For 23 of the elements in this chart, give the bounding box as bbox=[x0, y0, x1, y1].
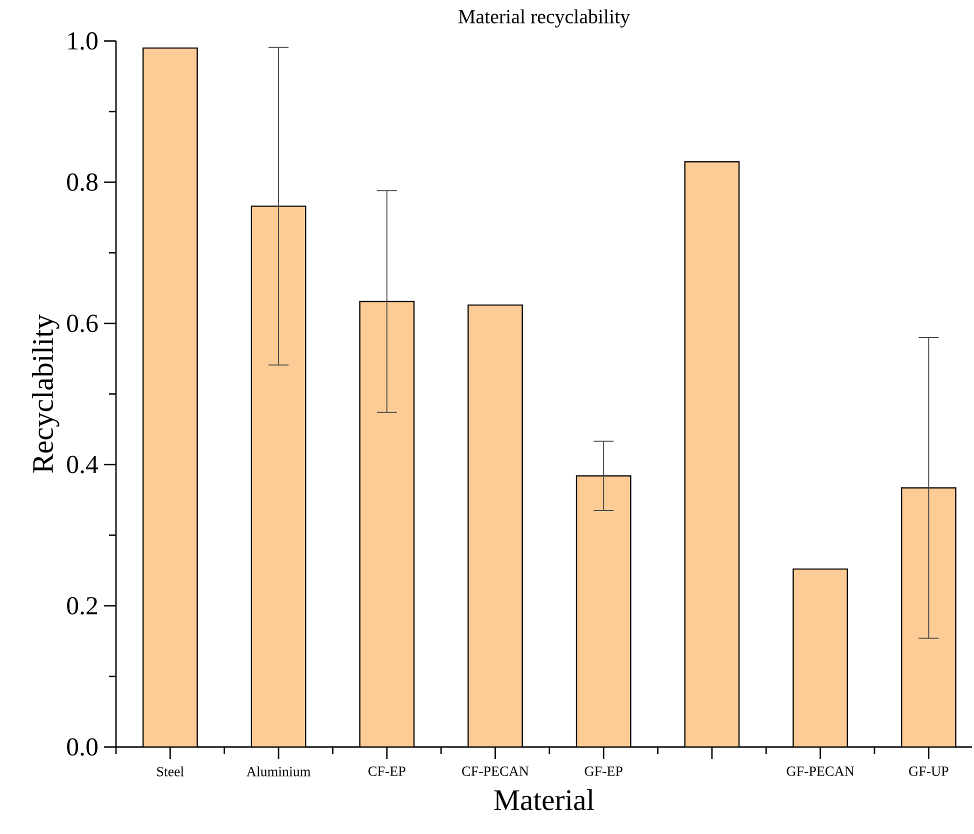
x-tick-label: GF-UP bbox=[909, 766, 948, 776]
x-tick-label: GF-EP bbox=[584, 766, 622, 776]
y-tick-label: 0.6 bbox=[67, 314, 98, 332]
y-tick-label: 0.2 bbox=[67, 596, 98, 615]
x-tick-label: CF-EP bbox=[368, 766, 406, 776]
y-tick-label: 0.4 bbox=[67, 456, 98, 474]
x-axis-title: Material bbox=[494, 789, 594, 810]
bar bbox=[142, 47, 198, 747]
y-axis-title: Recyclability bbox=[32, 314, 60, 473]
x-tick-label: Steel bbox=[157, 766, 184, 776]
y-tick-label: 0.8 bbox=[67, 173, 98, 191]
y-tick-label: 0.0 bbox=[67, 738, 98, 756]
y-tick-label: 1.0 bbox=[68, 32, 98, 50]
x-tick-label: Aluminium bbox=[246, 766, 310, 776]
bar bbox=[576, 475, 632, 747]
bar bbox=[468, 304, 523, 747]
x-tick-label: GF-PECAN bbox=[786, 766, 854, 776]
chart-title: Material recyclability bbox=[458, 9, 630, 28]
bar bbox=[792, 568, 848, 747]
bar bbox=[684, 161, 740, 747]
x-tick-label: CF-PECAN bbox=[462, 766, 529, 776]
bar bbox=[250, 206, 306, 747]
bar bbox=[359, 300, 415, 747]
